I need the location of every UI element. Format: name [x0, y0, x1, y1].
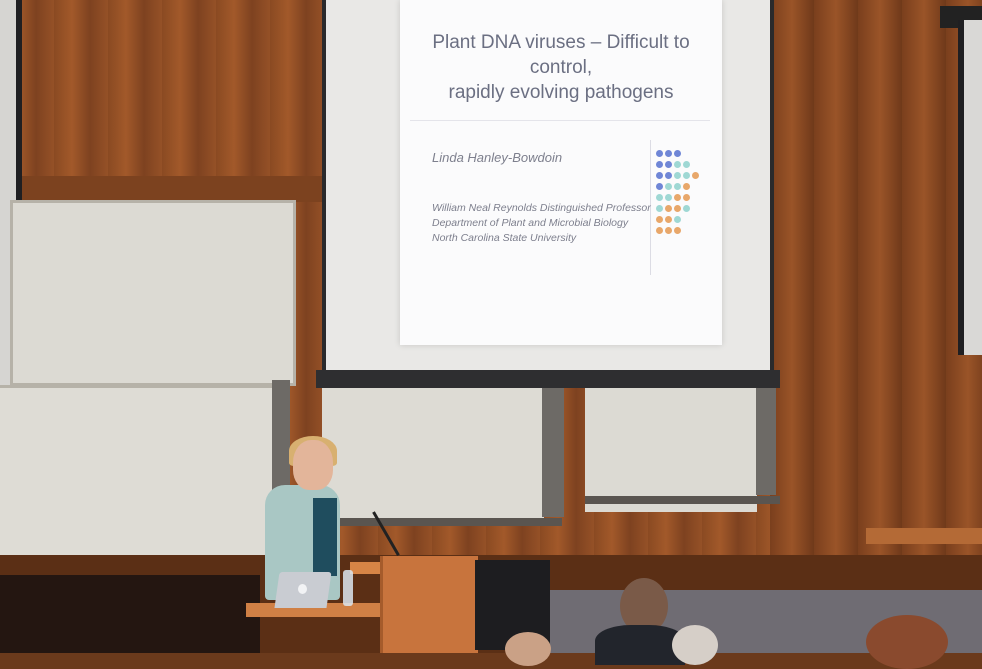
speaker-face [293, 440, 333, 490]
slide-dot [656, 183, 663, 190]
slide-dot [674, 227, 681, 234]
board-divider [756, 370, 776, 495]
slide-dot [683, 194, 690, 201]
slide-dot [656, 150, 663, 157]
slide-dot [665, 194, 672, 201]
apple-logo-icon [298, 584, 307, 594]
slide-dot-pattern [656, 150, 706, 245]
slide-affiliation-title: William Neal Reynolds Distinguished Prof… [432, 202, 651, 214]
slide-title-line-2: rapidly evolving pathogens [448, 82, 674, 103]
speaker-shirt [313, 498, 337, 576]
audience-head [672, 625, 718, 665]
slide-dot [656, 205, 663, 212]
slide-dot [665, 216, 672, 223]
slide-dot [656, 172, 663, 179]
slide-dot [656, 227, 663, 234]
whiteboard-center-left [322, 385, 544, 525]
slide-dot [683, 161, 690, 168]
slide-dot [656, 216, 663, 223]
slide-dot [665, 205, 672, 212]
audience-head [620, 578, 668, 634]
slide-title-line-1: Plant DNA viruses – Difficult to control… [432, 32, 690, 78]
slide-title: Plant DNA viruses – Difficult to control… [408, 30, 714, 105]
slide-affiliation-university: North Carolina State University [432, 232, 577, 244]
marker-ledge [322, 518, 562, 526]
slide-dot [665, 227, 672, 234]
slide-dot [683, 205, 690, 212]
board-divider [542, 382, 564, 517]
slide-affiliation-department: Department of Plant and Microbial Biolog… [432, 217, 629, 229]
whiteboard-center-right [585, 372, 757, 512]
slide-dot [656, 194, 663, 201]
slide-dot [692, 172, 699, 179]
stage-front [0, 575, 260, 653]
slide-dot [674, 194, 681, 201]
slide-presenter-name: Linda Hanley-Bowdoin [432, 150, 563, 165]
slide-dot [683, 172, 690, 179]
slide-dot [674, 150, 681, 157]
slide-dot [674, 216, 681, 223]
slide-dot [674, 161, 681, 168]
slide-dot [674, 183, 681, 190]
wall-band [0, 176, 330, 202]
slide-dot [665, 172, 672, 179]
slide-dot [665, 150, 672, 157]
whiteboard-upper-left [10, 200, 296, 386]
water-bottle [343, 570, 353, 606]
audience-head [866, 615, 948, 669]
whiteboard-lower-left [0, 385, 275, 563]
marker-ledge [585, 496, 780, 504]
slide-dot [656, 161, 663, 168]
slide-dot [674, 172, 681, 179]
wood-wall-right [770, 0, 982, 560]
slide-vertical-divider [650, 140, 651, 275]
audience-head [505, 632, 551, 666]
slide-dot [674, 205, 681, 212]
slide-dot [683, 183, 690, 190]
right-side-screen [958, 20, 982, 355]
slide-divider [410, 120, 710, 121]
side-counter [866, 528, 982, 544]
podium [380, 556, 478, 653]
slide-dot [665, 183, 672, 190]
projection-screen-bar [316, 370, 780, 388]
slide-dot [665, 161, 672, 168]
